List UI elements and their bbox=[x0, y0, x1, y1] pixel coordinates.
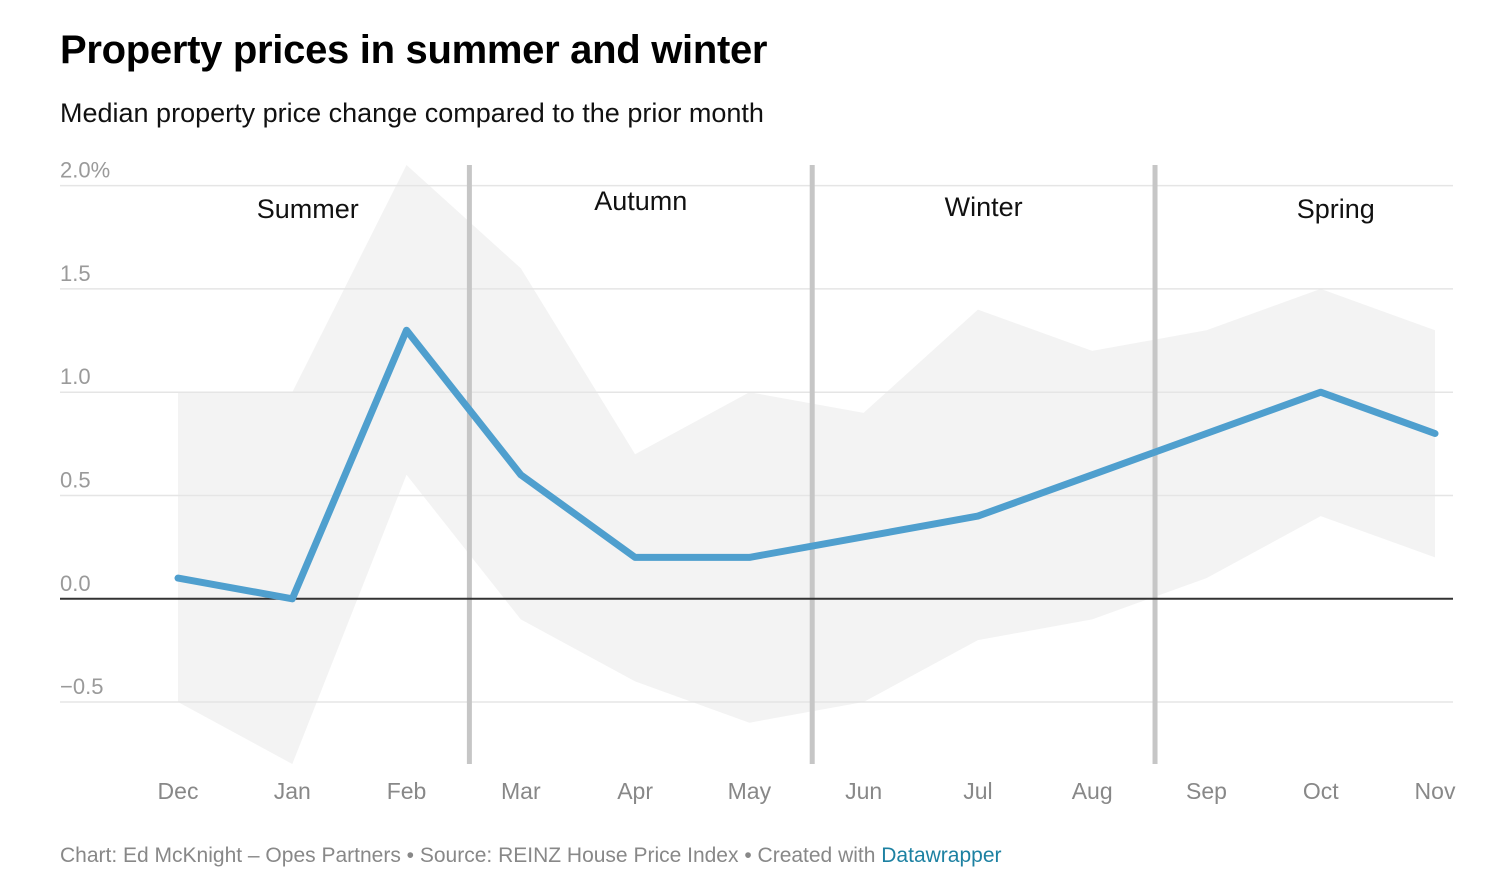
x-axis-tick-labels: Dec Jan Feb Mar Apr May Jun Jul Aug Sep Oct Nov bbox=[158, 778, 1456, 804]
range-band bbox=[178, 165, 1435, 764]
season-label-winter: Winter bbox=[945, 192, 1023, 222]
y-tick-label: 0.5 bbox=[60, 467, 91, 492]
x-tick-label: Sep bbox=[1186, 778, 1227, 804]
y-tick-label: 0.0 bbox=[60, 571, 91, 596]
range-band-layer bbox=[178, 165, 1435, 764]
median-series-layer bbox=[174, 326, 1439, 603]
x-tick-label: Apr bbox=[617, 778, 653, 804]
footer-separator: • bbox=[400, 844, 420, 867]
x-tick-label: Jul bbox=[963, 778, 992, 804]
x-tick-label: Jan bbox=[274, 778, 311, 804]
season-label-autumn: Autumn bbox=[594, 186, 687, 216]
y-tick-label: 1.0 bbox=[60, 364, 91, 389]
datawrapper-link[interactable]: Datawrapper bbox=[881, 844, 1002, 867]
chart-credit: Chart: Ed McKnight – Opes Partners bbox=[60, 844, 401, 867]
season-labels: Summer Autumn Winter Spring bbox=[257, 186, 1375, 224]
x-tick-label: May bbox=[728, 778, 772, 804]
x-tick-label: Aug bbox=[1072, 778, 1113, 804]
gridlines-layer bbox=[60, 184, 1453, 703]
x-tick-label: Feb bbox=[387, 778, 427, 804]
chart-footer: Chart: Ed McKnight – Opes Partners • Sou… bbox=[60, 844, 1002, 868]
season-label-spring: Spring bbox=[1297, 194, 1375, 224]
x-tick-label: Jun bbox=[845, 778, 882, 804]
y-tick-label: −0.5 bbox=[60, 674, 103, 699]
y-axis-tick-labels: 2.0% 1.5 1.0 0.5 0.0 −0.5 bbox=[60, 158, 110, 699]
chart-subtitle: Median property price change compared to… bbox=[60, 98, 764, 128]
season-dividers-layer bbox=[466, 165, 1158, 764]
source-credit: Source: REINZ House Price Index bbox=[419, 844, 739, 867]
y-tick-label: 1.5 bbox=[60, 261, 91, 286]
x-tick-label: Mar bbox=[501, 778, 541, 804]
x-tick-label: Dec bbox=[158, 778, 199, 804]
median-series-line bbox=[174, 326, 1439, 603]
season-label-summer: Summer bbox=[257, 194, 359, 224]
y-tick-label: 2.0% bbox=[60, 158, 110, 183]
x-tick-label: Oct bbox=[1303, 778, 1339, 804]
created-with-text: Created with bbox=[757, 844, 882, 867]
x-tick-label: Nov bbox=[1415, 778, 1456, 804]
footer-separator: • bbox=[738, 844, 758, 867]
chart-title: Property prices in summer and winter bbox=[60, 28, 768, 72]
